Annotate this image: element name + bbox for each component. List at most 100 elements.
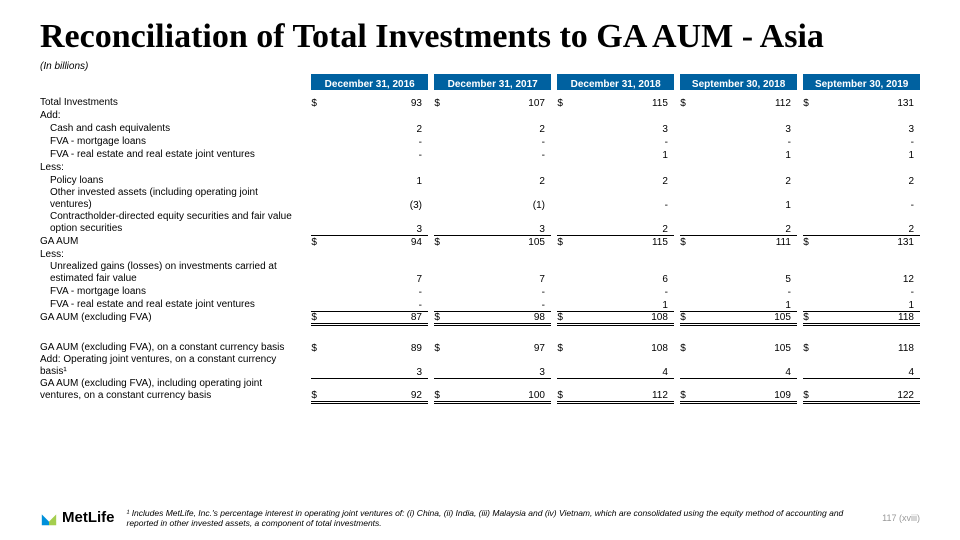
row-label: FVA - real estate and real estate joint … [40,148,305,161]
cell-value: - [695,285,797,298]
row-label: Cash and cash equivalents [40,122,305,135]
row-label: Unrealized gains (losses) on investments… [40,261,305,285]
cell-value [818,161,920,174]
cell-value [572,161,674,174]
page-number: 117 (xviii) [882,513,920,523]
cell-value: 1 [572,298,674,311]
table-row: GA AUM (excluding FVA), on a constant cu… [40,330,920,354]
row-label: GA AUM (excluding FVA) [40,311,305,324]
cell-value: 2 [572,211,674,235]
cell-value: - [572,135,674,148]
cell-value: 105 [695,330,797,354]
cell-value: - [818,135,920,148]
cell-value: 122 [818,378,920,402]
cell-value: 118 [818,311,920,324]
col-header: December 31, 2017 [434,74,551,90]
cell-value: - [326,285,428,298]
cell-value [818,248,920,261]
row-label: Add: Operating joint ventures, on a cons… [40,354,305,378]
cell-value: 98 [449,311,551,324]
cell-value: 3 [818,122,920,135]
table-row: Less: [40,248,920,261]
row-label: GA AUM (excluding FVA), including operat… [40,378,305,402]
row-label: Less: [40,161,305,174]
cell-value [326,109,428,122]
cell-value: 97 [449,330,551,354]
cell-value [818,109,920,122]
cell-value: 1 [818,298,920,311]
cell-value: 105 [449,235,551,248]
row-label: FVA - mortgage loans [40,285,305,298]
cell-value: 4 [572,354,674,378]
col-header: December 31, 2018 [557,74,674,90]
cell-value: - [326,135,428,148]
table-row: FVA - real estate and real estate joint … [40,148,920,161]
footnote-text: ¹ Includes MetLife, Inc.'s percentage in… [127,508,871,528]
table-row: Add: [40,109,920,122]
cell-value: 107 [449,96,551,109]
cell-value: 2 [449,122,551,135]
cell-value: 3 [695,122,797,135]
metlife-logo: MetLife [40,509,115,527]
cell-value: 1 [326,174,428,187]
cell-value: 115 [572,96,674,109]
logo-icon [40,509,58,527]
row-label: Policy loans [40,174,305,187]
cell-value: 87 [326,311,428,324]
row-label: Total Investments [40,96,305,109]
cell-value [326,248,428,261]
cell-value: - [818,285,920,298]
cell-value: 100 [449,378,551,402]
cell-value: 2 [449,174,551,187]
col-header: September 30, 2018 [680,74,797,90]
table-row: GA AUM (excluding FVA)$87$98$108$105$118 [40,311,920,324]
table-row: Contractholder-directed equity securitie… [40,211,920,235]
logo-text: MetLife [62,509,115,526]
cell-value: 94 [326,235,428,248]
footer: MetLife ¹ Includes MetLife, Inc.'s perce… [40,508,920,528]
cell-value: 6 [572,261,674,285]
cell-value: - [326,148,428,161]
cell-value: - [695,135,797,148]
cell-value: 108 [572,330,674,354]
row-label: FVA - real estate and real estate joint … [40,298,305,311]
row-label: GA AUM (excluding FVA), on a constant cu… [40,330,305,354]
cell-value: 2 [572,174,674,187]
row-label: Add: [40,109,305,122]
table-row: Unrealized gains (losses) on investments… [40,261,920,285]
table-row: Cash and cash equivalents22333 [40,122,920,135]
cell-value [449,248,551,261]
cell-value: - [449,285,551,298]
cell-value: 3 [572,122,674,135]
cell-value: - [572,187,674,211]
cell-value [695,161,797,174]
cell-value: 93 [326,96,428,109]
cell-value [449,161,551,174]
cell-value: 112 [572,378,674,402]
cell-value [449,109,551,122]
slide: Reconciliation of Total Investments to G… [0,0,960,540]
cell-value: 131 [818,96,920,109]
cell-value: 89 [326,330,428,354]
cell-value [572,109,674,122]
cell-value: 4 [818,354,920,378]
table-row: Add: Operating joint ventures, on a cons… [40,354,920,378]
cell-value [695,109,797,122]
cell-value: 1 [695,187,797,211]
cell-value: 7 [449,261,551,285]
cell-value: 92 [326,378,428,402]
cell-value: 12 [818,261,920,285]
cell-value [572,248,674,261]
cell-value: 118 [818,330,920,354]
table-header-row: December 31, 2016 December 31, 2017 Dece… [40,74,920,90]
cell-value: - [449,135,551,148]
table-row: Less: [40,161,920,174]
table-row: Total Investments$93$107$115$112$131 [40,96,920,109]
cell-value: 1 [695,298,797,311]
cell-value: 115 [572,235,674,248]
cell-value: 109 [695,378,797,402]
units-label: (In billions) [40,61,920,72]
cell-value: 4 [695,354,797,378]
cell-value: 7 [326,261,428,285]
cell-value: 112 [695,96,797,109]
